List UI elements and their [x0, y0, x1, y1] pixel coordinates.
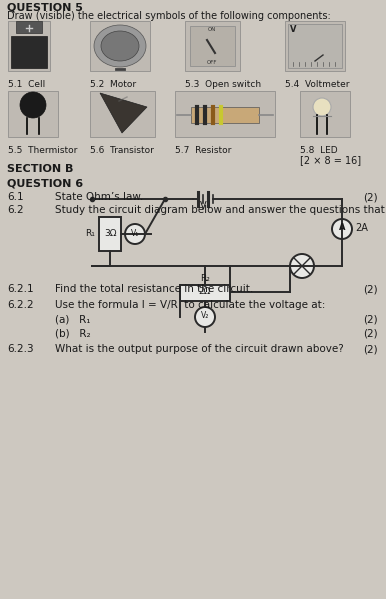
Text: SECTION B: SECTION B	[7, 164, 73, 174]
Text: R₂: R₂	[200, 274, 210, 283]
Circle shape	[313, 98, 331, 116]
Text: 6.2.2: 6.2.2	[7, 300, 34, 310]
Text: 6.2.3: 6.2.3	[7, 344, 34, 354]
Text: A: A	[339, 223, 345, 232]
Text: 5.6  Transistor: 5.6 Transistor	[90, 146, 154, 155]
Bar	[180, 285, 230, 301]
Text: 6.2.1: 6.2.1	[7, 284, 34, 294]
Bar	[8, 91, 58, 137]
Text: (2): (2)	[363, 284, 378, 294]
Text: What is the output purpose of the circuit drawn above?: What is the output purpose of the circui…	[55, 344, 344, 354]
Text: 5.5  Thermistor: 5.5 Thermistor	[8, 146, 77, 155]
Circle shape	[20, 92, 46, 118]
Bar	[16, 21, 42, 33]
Text: 5.3  Open switch: 5.3 Open switch	[185, 80, 261, 89]
Circle shape	[195, 307, 215, 327]
Bar	[288, 24, 342, 68]
Text: QUESTION 5: QUESTION 5	[7, 2, 83, 12]
Text: V₂: V₂	[201, 311, 209, 320]
Circle shape	[125, 224, 145, 244]
Text: ON: ON	[208, 27, 216, 32]
Text: 5.7  Resistor: 5.7 Resistor	[175, 146, 231, 155]
Bar	[285, 21, 345, 71]
Text: 6.1: 6.1	[7, 192, 24, 202]
Text: (2): (2)	[363, 314, 378, 324]
Text: 3Ω: 3Ω	[105, 228, 117, 237]
Text: Draw (visible) the electrical symbols of the following components:: Draw (visible) the electrical symbols of…	[7, 11, 331, 21]
Ellipse shape	[101, 31, 139, 61]
Text: QUESTION 6: QUESTION 6	[7, 178, 83, 188]
Polygon shape	[100, 93, 147, 133]
Text: V₁: V₁	[131, 228, 139, 237]
Text: (2): (2)	[363, 344, 378, 354]
Text: Use the formula I = V/R  to calculate the voltage at:: Use the formula I = V/R to calculate the…	[55, 300, 325, 310]
Bar	[190, 26, 235, 66]
Text: (b)   R₂: (b) R₂	[55, 328, 91, 338]
Text: R₁: R₁	[85, 228, 95, 237]
Text: 6.2: 6.2	[7, 205, 24, 215]
Ellipse shape	[94, 25, 146, 67]
Bar	[90, 21, 150, 71]
Bar	[300, 91, 350, 137]
Text: OFF: OFF	[207, 60, 217, 65]
Text: 5.1  Cell: 5.1 Cell	[8, 80, 45, 89]
Text: 5.2  Motor: 5.2 Motor	[90, 80, 136, 89]
Bar	[191, 107, 259, 123]
Text: V: V	[290, 25, 296, 34]
Bar	[8, 21, 50, 71]
Bar	[11, 36, 47, 68]
Text: 2Ω: 2Ω	[199, 288, 211, 297]
Text: [2 × 8 = 16]: [2 × 8 = 16]	[300, 155, 361, 165]
Bar	[185, 21, 240, 71]
Circle shape	[290, 254, 314, 278]
Bar	[99, 217, 121, 251]
Text: V: V	[200, 201, 206, 211]
Text: State Ohm’s law.: State Ohm’s law.	[55, 192, 143, 202]
Bar	[175, 91, 275, 137]
Text: (2): (2)	[363, 328, 378, 338]
Text: Study the circuit diagram below and answer the questions that follow.: Study the circuit diagram below and answ…	[55, 205, 386, 215]
Text: Find the total resistance in the circuit.: Find the total resistance in the circuit…	[55, 284, 253, 294]
Bar	[90, 91, 155, 137]
Text: (2): (2)	[363, 192, 378, 202]
Text: 2A: 2A	[355, 223, 368, 233]
Circle shape	[332, 219, 352, 239]
Text: 5.4  Voltmeter: 5.4 Voltmeter	[285, 80, 349, 89]
Text: 5.8  LED: 5.8 LED	[300, 146, 338, 155]
Text: (a)   R₁: (a) R₁	[55, 314, 90, 324]
